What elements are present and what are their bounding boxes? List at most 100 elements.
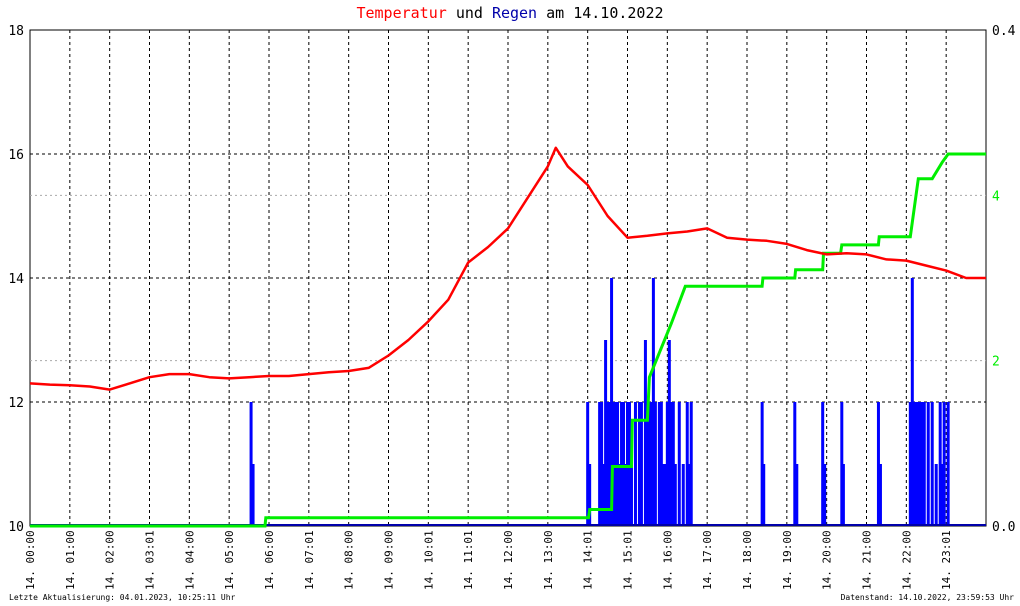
rain-bar: [669, 402, 673, 526]
x-tick-label: 14. 02:00: [104, 530, 117, 590]
rain-bar: [249, 402, 253, 526]
rain-bar: [659, 402, 663, 526]
y-left-tick-label: 18: [8, 24, 24, 39]
rain-bar: [604, 340, 608, 526]
rain-bar: [762, 464, 766, 526]
rain-bar: [946, 402, 950, 526]
x-tick-label: 14. 08:00: [343, 530, 356, 590]
x-tick-label: 14. 17:00: [701, 530, 714, 590]
x-tick-label: 14. 06:00: [263, 530, 276, 590]
x-tick-label: 14. 10:01: [422, 530, 435, 590]
x-tick-label: 14. 11:01: [462, 530, 475, 590]
rain-bar: [653, 402, 657, 526]
y-right-inner-tick-label: 2: [992, 355, 1000, 370]
rain-bar: [637, 402, 641, 526]
rain-bar: [793, 402, 797, 526]
rain-bar: [916, 402, 920, 526]
rain-bar: [627, 402, 631, 526]
rain-bar: [610, 278, 614, 526]
rain-cumulative-line: [30, 152, 986, 528]
x-tick-label: 14. 13:00: [542, 530, 555, 590]
x-tick-label: 14. 19:00: [781, 530, 794, 590]
rain-bar: [663, 464, 667, 526]
rain-bar: [624, 464, 628, 526]
rain-bar: [687, 464, 691, 526]
title-am: am: [546, 4, 565, 22]
rain-bar: [681, 464, 685, 526]
x-tick-label: 14. 00:00: [24, 530, 37, 590]
rain-bar: [588, 464, 592, 526]
rain-bar: [922, 402, 926, 526]
rain-bar: [647, 402, 651, 526]
temperature-line: [29, 146, 986, 391]
rain-bar: [760, 402, 764, 526]
rain-bar: [598, 402, 602, 526]
y-right-inner-tick-label: 4: [992, 189, 1000, 204]
rain-bar: [629, 464, 633, 526]
y-left-tick-label: 14: [8, 272, 24, 287]
x-tick-label: 14. 20:00: [821, 530, 834, 590]
rain-bar: [614, 402, 618, 526]
x-tick-label: 14. 22:00: [900, 530, 913, 590]
x-tick-label: 14. 04:00: [183, 530, 196, 590]
rain-bar: [689, 402, 693, 526]
y-left-tick-label: 16: [8, 148, 24, 163]
rain-bar: [823, 464, 827, 526]
rain-bar: [940, 464, 944, 526]
rain-bar: [673, 464, 677, 526]
rain-bar: [639, 402, 643, 526]
y-right-outer-tick-label: 0.4: [992, 24, 1016, 39]
rain-bar: [926, 402, 930, 526]
rain-bar: [878, 464, 882, 526]
rain-bar: [918, 402, 922, 526]
x-tick-label: 14. 12:00: [502, 530, 515, 590]
rain-bar: [908, 402, 912, 526]
rain-bar: [912, 402, 916, 526]
y-right-outer-tick-label: 0.0: [992, 520, 1015, 535]
x-tick-label: 14. 18:00: [741, 530, 754, 590]
rain-bar: [626, 402, 629, 526]
rain-bar: [620, 402, 624, 526]
rain-bar: [612, 402, 616, 526]
rain-bar: [651, 278, 655, 526]
title-rain: Regen: [491, 4, 538, 22]
rain-bar: [677, 402, 681, 526]
footer-last-update: Letzte Aktualisierung: 04.01.2023, 10:25…: [9, 593, 236, 602]
rain-bar: [910, 278, 914, 526]
chart-title: Temperatur und Regen am 14.10.2022: [0, 4, 1020, 22]
rain-bar: [645, 402, 649, 526]
footer-data-status: Datenstand: 14.10.2022, 23:59:53 Uhr: [840, 593, 1014, 602]
rain-bar: [821, 402, 825, 526]
rain-bar: [649, 402, 653, 526]
rain-bar: [667, 340, 671, 526]
rain-bar: [633, 402, 637, 526]
rain-bar: [840, 402, 844, 526]
y-left-tick-label: 12: [8, 396, 24, 411]
rain-bar: [586, 402, 590, 526]
rain-bar: [251, 464, 255, 526]
title-temperature: Temperatur: [356, 4, 447, 22]
rain-bar: [608, 402, 612, 526]
y-left-tick-label: 10: [8, 520, 24, 535]
rain-bar: [606, 402, 610, 526]
x-tick-label: 14. 03:01: [144, 530, 157, 590]
rain-bar: [934, 464, 938, 526]
rain-bar: [930, 402, 934, 526]
x-tick-label: 14. 15:01: [622, 530, 635, 590]
rain-bar: [671, 402, 675, 526]
x-tick-label: 14. 16:00: [661, 530, 674, 590]
rain-bar: [938, 402, 942, 526]
x-tick-label: 14. 09:00: [383, 530, 396, 590]
rain-bar: [942, 402, 946, 526]
x-tick-label: 14. 01:00: [64, 530, 77, 590]
rain-bar: [876, 402, 880, 526]
rain-bar: [920, 402, 924, 526]
rain-bar: [618, 464, 622, 526]
rain-bar: [622, 402, 626, 526]
rain-bar: [602, 464, 606, 526]
x-tick-label: 14. 23:01: [940, 530, 953, 590]
rain-bar: [616, 402, 620, 526]
title-und: und: [455, 4, 483, 22]
rain-bar: [914, 402, 918, 526]
